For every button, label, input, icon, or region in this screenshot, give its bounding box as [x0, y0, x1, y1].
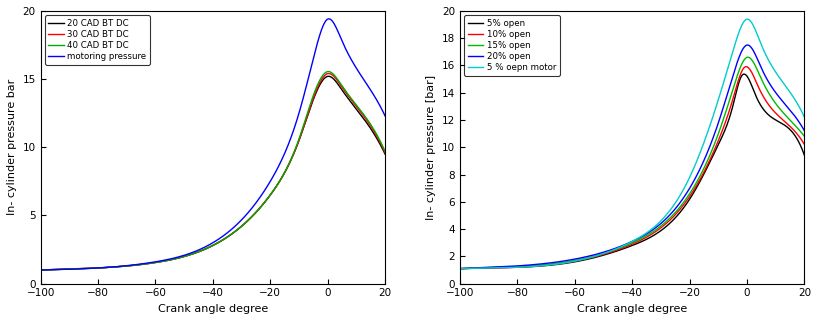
15% open [664, 217, 674, 221]
10% open [675, 208, 685, 212]
motoring pressure [36, 268, 46, 272]
30 CAD BT DC [255, 206, 265, 210]
5 % oepn motor [753, 32, 762, 36]
Line: motoring pressure: motoring pressure [41, 19, 385, 270]
40 CAD BT DC [323, 70, 333, 74]
5% open [455, 267, 465, 271]
5% open [664, 222, 674, 226]
Line: 20% open: 20% open [460, 45, 804, 269]
20 CAD BT DC [324, 74, 334, 78]
15% open [655, 225, 665, 229]
20 CAD BT DC [236, 225, 245, 229]
5 % oepn motor [717, 88, 726, 92]
X-axis label: Crank angle degree: Crank angle degree [158, 304, 268, 314]
20% open [675, 202, 685, 205]
5% open [717, 136, 726, 140]
20% open [476, 266, 486, 270]
5 % oepn motor [664, 210, 674, 213]
Y-axis label: In- cylinder pressure bar: In- cylinder pressure bar [7, 79, 17, 215]
15% open [799, 134, 809, 138]
motoring pressure [297, 101, 307, 105]
20 CAD BT DC [36, 268, 46, 272]
motoring pressure [255, 195, 265, 199]
Line: 30 CAD BT DC: 30 CAD BT DC [41, 74, 385, 270]
20 CAD BT DC [333, 82, 343, 86]
40 CAD BT DC [255, 206, 265, 210]
5 % oepn motor [476, 266, 486, 270]
5% open [675, 211, 685, 215]
motoring pressure [380, 114, 390, 118]
30 CAD BT DC [36, 268, 46, 272]
30 CAD BT DC [297, 130, 307, 134]
20% open [655, 222, 665, 226]
40 CAD BT DC [56, 267, 66, 271]
Legend: 5% open, 10% open, 15% open, 20% open, 5 % oepn motor: 5% open, 10% open, 15% open, 20% open, 5… [465, 15, 560, 76]
Line: 10% open: 10% open [460, 67, 804, 269]
Line: 5% open: 5% open [460, 74, 804, 269]
15% open [743, 55, 753, 59]
10% open [455, 267, 465, 271]
20 CAD BT DC [245, 217, 254, 221]
20 CAD BT DC [56, 267, 66, 271]
40 CAD BT DC [333, 78, 343, 82]
15% open [753, 67, 762, 71]
15% open [675, 206, 685, 210]
40 CAD BT DC [297, 128, 307, 132]
20 CAD BT DC [255, 206, 265, 210]
motoring pressure [245, 209, 254, 213]
5% open [476, 266, 486, 270]
X-axis label: Crank angle degree: Crank angle degree [578, 304, 687, 314]
5% open [655, 229, 665, 233]
Line: 5 % oepn motor: 5 % oepn motor [460, 19, 804, 269]
20% open [455, 267, 465, 271]
20 CAD BT DC [380, 152, 390, 156]
20% open [799, 129, 809, 133]
Line: 40 CAD BT DC: 40 CAD BT DC [41, 72, 385, 270]
10% open [741, 65, 751, 69]
5 % oepn motor [742, 17, 752, 21]
40 CAD BT DC [380, 150, 390, 153]
5 % oepn motor [655, 220, 665, 224]
20% open [717, 112, 726, 116]
5% open [799, 153, 809, 157]
20 CAD BT DC [297, 130, 307, 134]
20% open [664, 214, 674, 218]
motoring pressure [333, 29, 343, 33]
5 % oepn motor [799, 115, 809, 119]
20% open [743, 43, 753, 47]
10% open [655, 227, 665, 230]
Y-axis label: In- cylinder pressure [bar]: In- cylinder pressure [bar] [426, 75, 436, 220]
Line: 15% open: 15% open [460, 57, 804, 269]
5% open [753, 97, 762, 100]
30 CAD BT DC [56, 267, 66, 271]
40 CAD BT DC [236, 225, 245, 229]
Line: 20 CAD BT DC: 20 CAD BT DC [41, 76, 385, 270]
10% open [717, 131, 726, 135]
motoring pressure [324, 17, 334, 21]
5 % oepn motor [455, 267, 465, 271]
30 CAD BT DC [333, 79, 343, 83]
10% open [799, 143, 809, 146]
15% open [476, 266, 486, 270]
10% open [476, 266, 486, 270]
15% open [717, 124, 726, 127]
motoring pressure [56, 267, 66, 271]
Legend: 20 CAD BT DC, 30 CAD BT DC, 40 CAD BT DC, motoring pressure: 20 CAD BT DC, 30 CAD BT DC, 40 CAD BT DC… [45, 15, 150, 65]
15% open [455, 267, 465, 271]
30 CAD BT DC [236, 225, 245, 229]
motoring pressure [236, 219, 245, 223]
5 % oepn motor [675, 195, 685, 198]
40 CAD BT DC [245, 217, 254, 221]
10% open [753, 82, 762, 86]
30 CAD BT DC [380, 151, 390, 155]
5% open [739, 72, 749, 76]
30 CAD BT DC [324, 72, 334, 75]
40 CAD BT DC [36, 268, 46, 272]
10% open [664, 219, 674, 223]
20% open [753, 56, 762, 60]
30 CAD BT DC [245, 217, 254, 221]
